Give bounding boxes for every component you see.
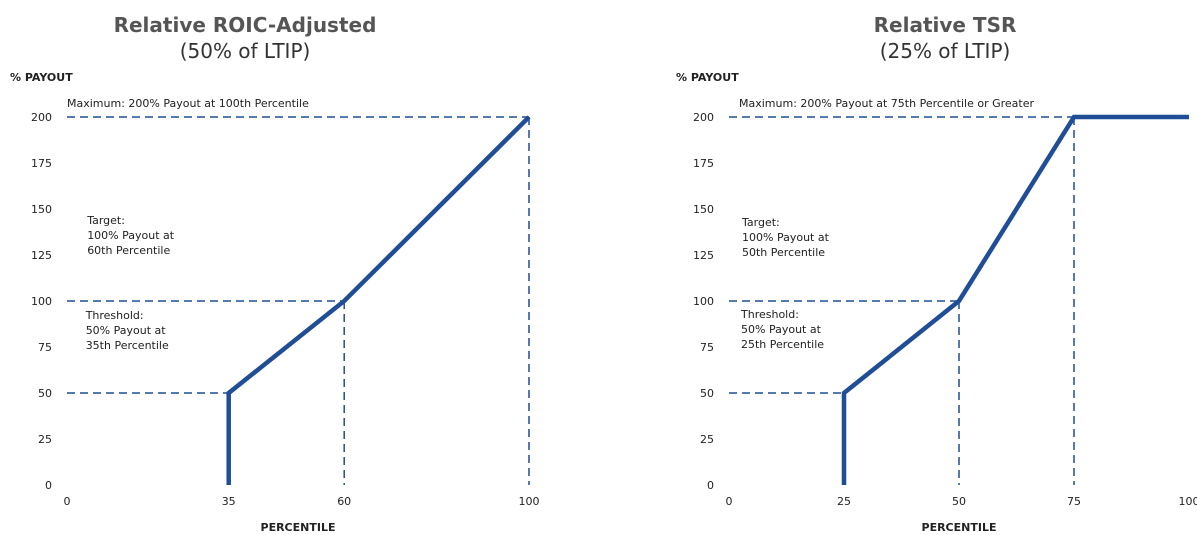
annotation-label: 50% Payout at [86,324,167,337]
annotation-label: Maximum: 200% Payout at 75th Percentile … [739,97,1034,110]
x-tick-label: 60 [337,495,351,508]
y-tick-label: 75 [700,341,714,354]
y-tick-label: 0 [707,479,714,492]
y-tick-label: 25 [700,433,714,446]
x-tick-label: 0 [726,495,733,508]
y-tick-label: 200 [693,111,714,124]
annotation-label: 35th Percentile [86,339,169,352]
y-tick-label: 125 [693,249,714,262]
chart-title: Relative TSR [874,13,1017,37]
y-tick-label: 175 [693,157,714,170]
annotation-label: 100% Payout at [742,231,830,244]
annotation-label: 50th Percentile [742,246,825,259]
annotation-label: 25th Percentile [741,338,824,351]
annotation-label: Target: [86,214,125,227]
y-tick-label: 0 [45,479,52,492]
y-axis-label: % PAYOUT [676,71,739,84]
x-tick-label: 100 [519,495,540,508]
y-tick-label: 150 [693,203,714,216]
annotation-label: Threshold: [85,309,144,322]
x-axis-label: PERCENTILE [261,521,336,534]
annotation-label: Maximum: 200% Payout at 100th Percentile [67,97,309,110]
annotation-label: 60th Percentile [87,244,170,257]
x-axis-label: PERCENTILE [922,521,997,534]
annotation-label: 50% Payout at [741,323,822,336]
x-tick-label: 35 [222,495,236,508]
chart-subtitle: (25% of LTIP) [880,39,1011,63]
x-tick-label: 0 [64,495,71,508]
y-tick-label: 25 [38,433,52,446]
y-tick-label: 100 [693,295,714,308]
annotation-label: Threshold: [740,308,799,321]
y-tick-label: 100 [31,295,52,308]
chart-title: Relative ROIC-Adjusted [114,13,377,37]
x-tick-label: 25 [837,495,851,508]
y-tick-label: 125 [31,249,52,262]
annotation-label: Target: [741,216,780,229]
y-tick-label: 150 [31,203,52,216]
x-tick-label: 100 [1179,495,1197,508]
y-tick-label: 175 [31,157,52,170]
y-tick-label: 75 [38,341,52,354]
y-tick-label: 50 [38,387,52,400]
chart-subtitle: (50% of LTIP) [180,39,311,63]
y-tick-label: 50 [700,387,714,400]
annotation-label: 100% Payout at [87,229,175,242]
payout-curve [226,115,531,485]
x-tick-label: 50 [952,495,966,508]
y-axis-label: % PAYOUT [10,71,73,84]
x-tick-label: 75 [1067,495,1081,508]
y-tick-label: 200 [31,111,52,124]
payout-curve [841,114,1189,485]
